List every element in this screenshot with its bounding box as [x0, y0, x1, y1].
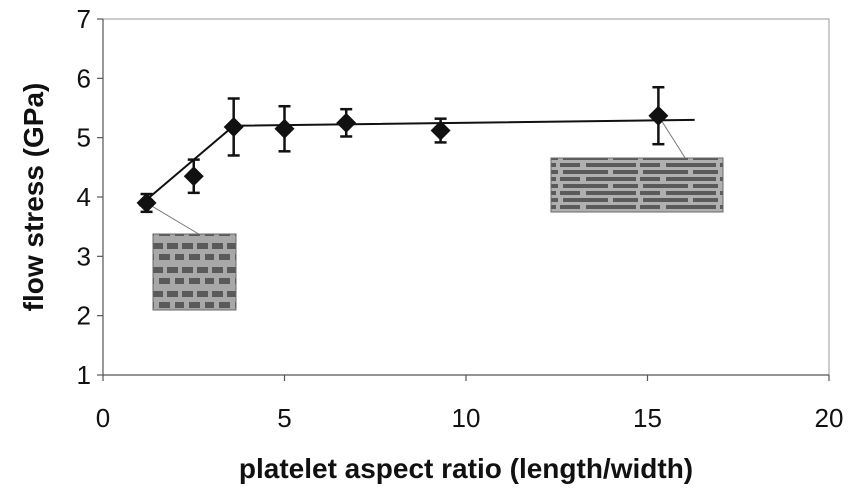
brick-inset-short-platelets — [146, 202, 237, 311]
axes: 1 2 3 4 5 6 7 0 5 10 15 20 — [77, 4, 844, 433]
y-tick-label: 3 — [77, 241, 91, 271]
x-tick-label: 20 — [815, 403, 844, 433]
x-tick-label: 15 — [633, 403, 662, 433]
data-point — [223, 97, 244, 157]
diamond-marker — [274, 118, 295, 139]
diamond-marker — [136, 192, 157, 213]
y-tick-label: 7 — [77, 4, 91, 34]
x-tick-label: 5 — [277, 403, 291, 433]
y-tick-label: 5 — [77, 123, 91, 153]
inset-connector-line — [657, 115, 686, 159]
x-tick-label: 10 — [452, 403, 481, 433]
data-point — [183, 158, 204, 195]
data-points-group — [136, 85, 669, 214]
data-point — [136, 192, 157, 214]
y-tick-label: 1 — [77, 360, 91, 390]
inset-microstructure-image — [550, 157, 724, 213]
data-point — [430, 117, 451, 144]
data-point — [336, 107, 357, 138]
inset-microstructure-image — [152, 233, 237, 311]
x-axis-title: platelet aspect ratio (length/width) — [239, 453, 693, 484]
y-tick-label: 6 — [77, 63, 91, 93]
x-tick-label: 0 — [96, 403, 110, 433]
diamond-marker — [430, 120, 451, 141]
brick-inset-long-platelets — [550, 115, 724, 213]
inset-connector-line — [146, 202, 199, 235]
diamond-marker — [183, 166, 204, 187]
y-axis-title: flow stress (GPa) — [18, 83, 49, 312]
y-tick-label: 2 — [77, 301, 91, 331]
diamond-marker — [648, 105, 669, 126]
data-point — [648, 85, 669, 146]
diamond-marker — [223, 116, 244, 137]
y-tick-label: 4 — [77, 182, 91, 212]
data-point — [274, 104, 295, 153]
diamond-marker — [336, 112, 357, 133]
insets-group — [146, 115, 724, 311]
